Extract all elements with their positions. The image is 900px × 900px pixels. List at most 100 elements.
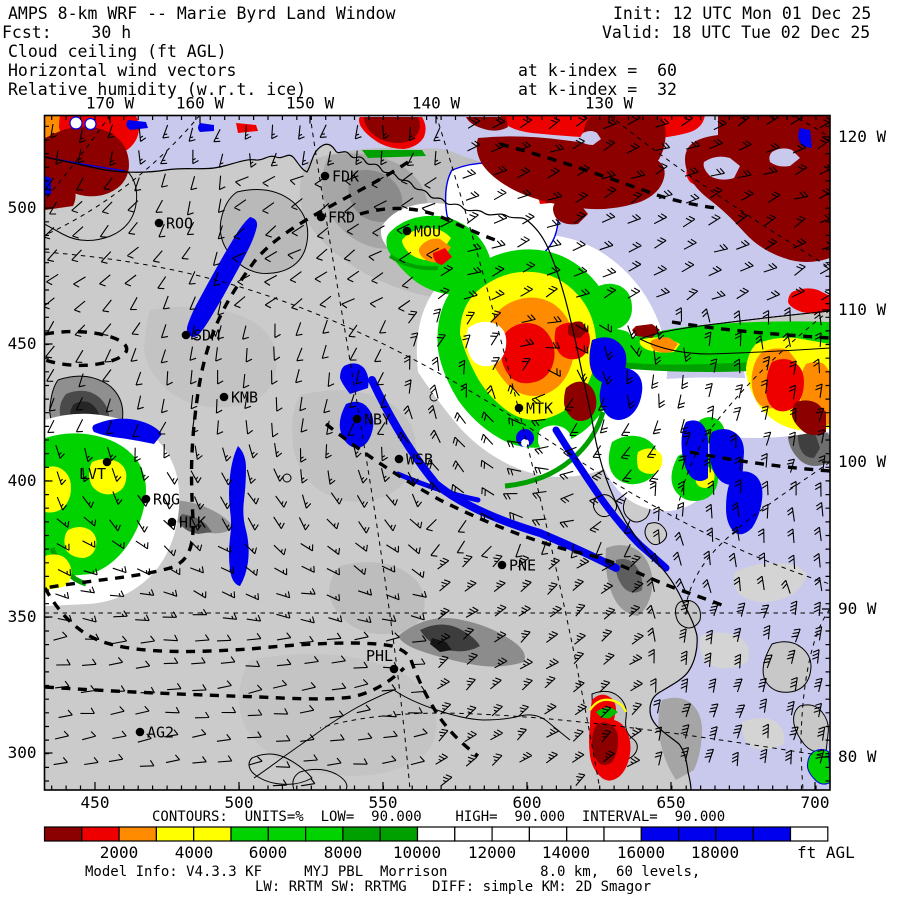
colorbar-cell (81, 826, 120, 842)
cloud-darkred (568, 321, 588, 338)
cloud-darkred (583, 117, 666, 181)
island (644, 522, 668, 546)
plot-title: AMPS 8-km WRF -- Marie Byrd Land Window (8, 4, 395, 23)
cloud-darkred (364, 117, 420, 143)
field-wind-vectors: Horizontal wind vectors (8, 61, 236, 80)
bottom-axis-label: 600 (513, 793, 542, 812)
bottom-axis-label: 500 (225, 793, 254, 812)
cloud-green-spot (808, 750, 830, 784)
station-kmb: KMB (219, 389, 258, 407)
colorbar-cell (230, 826, 269, 842)
station-label: AG2 (147, 724, 174, 742)
station-label: ROO (166, 215, 193, 233)
colorbar-cell (155, 826, 195, 842)
colorbar-cell (491, 826, 531, 842)
top-axis-label: 140 W (412, 94, 461, 113)
model-info-line2: LW: RRTM SW: RRTMG DIFF: simple KM: 2D S… (255, 879, 651, 895)
station-label: MTK (526, 400, 553, 418)
cloud-blue (126, 120, 148, 130)
station-dot (352, 414, 362, 424)
graticule-line (800, 608, 830, 790)
height-ring-o (282, 473, 292, 483)
valid-time: Valid: 18 UTC Tue 02 Dec 25 (602, 23, 870, 42)
station-dot (219, 392, 229, 402)
station-lvt: LVT (79, 457, 112, 483)
colorbar: 2000 4000 6000 8000 10000 12000 14000 16000 1800… (43, 826, 855, 862)
map-border (43, 114, 831, 791)
station-dot (167, 517, 177, 527)
cloud-blue (339, 401, 374, 448)
station-dot (389, 664, 399, 674)
terrain (179, 514, 212, 534)
k-index-wind: at k-index = 60 (518, 61, 677, 80)
colorbar-tick-label: 6000 (249, 843, 288, 862)
graticule-line (789, 115, 830, 139)
field-cloud-ceiling: Cloud ceiling (ft AGL) (8, 42, 227, 61)
top-axis-label: 170 W (86, 94, 135, 113)
rh-90-contour (499, 142, 717, 210)
colorbar-tick-label: 16000 (617, 843, 665, 862)
cloud-yellow (45, 466, 71, 513)
cloud-green (589, 283, 632, 330)
colorbar-cell (454, 826, 493, 842)
station-label: MOU (414, 223, 441, 241)
left-axis-label: 300 (8, 743, 37, 762)
cloud-red (236, 123, 258, 133)
height-ring (219, 189, 309, 274)
island (762, 641, 812, 693)
station-wsb: WSB (394, 451, 433, 469)
terrain (658, 697, 702, 780)
colorbar-cell (715, 826, 754, 842)
cloud-dkgreen (504, 411, 606, 489)
cloud-blue (368, 376, 620, 572)
station-nby: NBY (352, 411, 391, 429)
cloud-hole-lavender (769, 148, 800, 167)
colorbar-tick-label: 8000 (324, 843, 363, 862)
station-label: ROG (153, 491, 180, 509)
station-frd: FRD (316, 209, 355, 227)
station-label: PNE (509, 557, 536, 575)
station-label: FDK (332, 168, 359, 186)
station-phl: PHL (366, 647, 399, 674)
cloud-yellow (637, 448, 663, 474)
station-dot (141, 494, 151, 504)
left-axis-label: 500 (8, 198, 37, 217)
graticule-line (44, 251, 830, 585)
graticule-layer (44, 115, 830, 790)
cloud-blue (395, 471, 481, 503)
cloud-white-hole (466, 321, 507, 367)
right-axis-label: 90 W (838, 599, 877, 618)
colorbar-cell (416, 826, 456, 842)
cloud-blue (229, 446, 249, 586)
colorbar-tick-label: 2000 (100, 843, 139, 862)
wind-barbs (44, 115, 830, 787)
cloud-hole-lavender (703, 156, 740, 180)
top-axis-label: 160 W (176, 94, 225, 113)
forecast-hour: Fcst: 30 h (2, 23, 131, 42)
model-info-line1: Model Info: V4.3.3 KF MYJ PBL Morrison 8… (85, 864, 700, 880)
coastline (44, 143, 698, 790)
station-rog: ROG (141, 491, 180, 509)
cloud-blue (552, 426, 670, 572)
station-dot (497, 560, 507, 570)
station-label: SDM (193, 327, 220, 345)
grounding-line (393, 689, 571, 741)
station-dot (135, 727, 145, 737)
station-mou: MOU (402, 223, 441, 241)
colorbar-tick-label: 10000 (393, 843, 441, 862)
terrain (238, 653, 437, 776)
station-dot (316, 212, 326, 222)
station-dot (181, 330, 191, 340)
station-label: HLK (179, 514, 206, 532)
colorbar-cell (752, 826, 792, 842)
colorbar-cell (193, 826, 232, 842)
left-axis-label: 350 (8, 607, 37, 626)
cloud-dkgreen (362, 150, 426, 158)
cloud-darkred (592, 722, 618, 765)
station-dot (320, 171, 330, 181)
cloud-red (433, 248, 555, 384)
field-rel-humidity: Relative humidity (w.r.t. ice) (8, 80, 306, 99)
grounding-line (253, 689, 395, 779)
right-axis-label: 80 W (838, 747, 877, 766)
